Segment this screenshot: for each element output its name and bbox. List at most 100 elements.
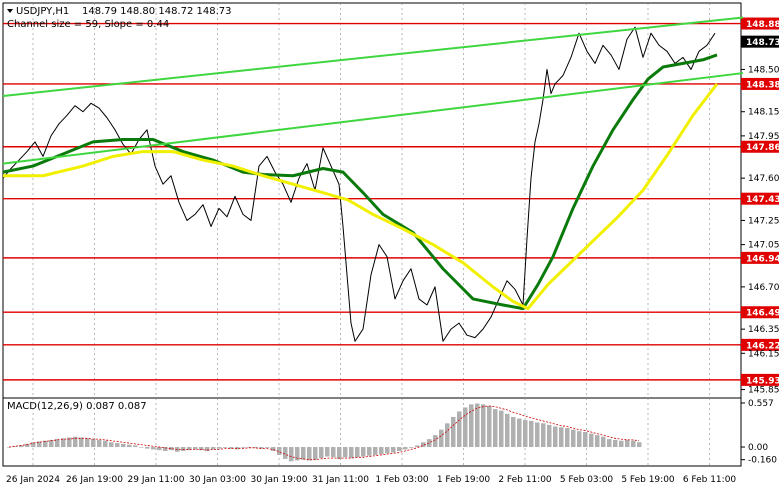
macd-bar <box>385 447 390 454</box>
macd-bar <box>289 447 294 462</box>
macd-bar <box>307 447 312 461</box>
macd-bar <box>403 447 408 450</box>
price-series <box>2 16 744 342</box>
macd-bar <box>97 439 102 448</box>
macd-bar <box>241 447 246 448</box>
macd-bar <box>553 426 558 448</box>
macd-bar <box>139 447 144 448</box>
channel-line <box>2 72 744 165</box>
level-label-box <box>741 17 779 30</box>
macd-plot-frame <box>2 397 742 467</box>
macd-bar <box>481 404 486 448</box>
level-label-box <box>741 192 779 205</box>
macd-bar <box>277 447 282 455</box>
macd-bar <box>55 439 60 448</box>
macd-bar <box>589 433 594 448</box>
macd-bar <box>343 447 348 458</box>
macd-bar <box>235 447 240 450</box>
time-tick-label: 30 Jan 19:00 <box>251 475 308 485</box>
macd-bar <box>199 447 204 451</box>
level-label: 148.88 <box>746 20 781 30</box>
macd-bar <box>43 440 48 448</box>
macd-bar <box>61 438 66 448</box>
macd-bar <box>133 445 138 448</box>
macd-bar <box>565 428 570 448</box>
time-tick-label: 6 Feb 11:00 <box>683 475 737 485</box>
macd-bar <box>247 447 252 448</box>
header-ohlc: 148.79 148.80 148.72 148.73 <box>82 6 232 17</box>
price-tick-label: 147.95 <box>748 132 780 142</box>
macd-bar <box>115 443 120 448</box>
macd-bar <box>127 444 132 448</box>
macd-bar <box>637 442 642 448</box>
macd-bar <box>397 447 402 451</box>
header-channel: Channel size = 59, Slope = 0.44 <box>7 19 169 30</box>
time-tick-label: 5 Feb 19:00 <box>621 475 675 485</box>
macd-bar <box>571 429 576 448</box>
macd-bar <box>187 447 192 451</box>
time-tick-label: 5 Feb 03:00 <box>560 475 614 485</box>
price-tick-label: 147.25 <box>748 216 780 226</box>
macd-bar <box>433 435 438 448</box>
horizontal-levels: 148.88 148.38 147.86 147.43 146.94 146.49 146.… <box>3 17 781 386</box>
time-tick-label: 29 Jan 11:00 <box>128 475 185 485</box>
price-tick-label: 146.35 <box>748 325 780 335</box>
level-label-box <box>741 373 779 386</box>
macd-bar <box>517 418 522 448</box>
price-tick-label: 146.70 <box>748 283 780 293</box>
macd-bar <box>325 447 330 457</box>
macd-bar <box>493 409 498 448</box>
level-label-box <box>741 338 779 351</box>
macd-bar <box>163 447 168 451</box>
level-label: 145.93 <box>746 376 781 386</box>
macd-bar <box>577 431 582 448</box>
macd-bar <box>523 420 528 448</box>
macd-bar <box>469 404 474 448</box>
macd-bar <box>223 447 228 448</box>
macd-bar <box>613 439 618 448</box>
macd-bar <box>337 447 342 459</box>
macd-bar <box>505 413 510 448</box>
price-tick-label: 146.15 <box>748 349 780 359</box>
macd-bar <box>151 447 156 450</box>
macd-bar <box>313 447 318 460</box>
macd-bar <box>529 420 534 448</box>
price-tick-label: 147.05 <box>748 241 780 251</box>
macd-bar <box>451 416 456 448</box>
macd-bar <box>367 447 372 456</box>
macd-bar <box>67 437 72 448</box>
time-tick-label: 1 Feb 03:00 <box>375 475 429 485</box>
macd-bar <box>73 436 78 448</box>
macd-bar <box>205 447 210 451</box>
macd-bar <box>13 446 18 448</box>
macd-bar <box>457 411 462 448</box>
time-tick-label: 26 Jan 19:00 <box>66 475 123 485</box>
time-tick-label: 2 Feb 11:00 <box>498 475 552 485</box>
price-tick-label: 148.50 <box>748 65 780 75</box>
macd-bar <box>595 435 600 448</box>
macd-bar <box>37 441 42 448</box>
macd-bar <box>475 403 480 448</box>
macd-bar <box>415 445 420 448</box>
macd-bar <box>511 416 516 448</box>
current-price-box <box>741 35 779 48</box>
macd-bar <box>331 447 336 458</box>
macd-bar <box>601 436 606 448</box>
level-label: 148.38 <box>746 80 781 90</box>
level-label: 146.49 <box>746 309 781 319</box>
macd-bar <box>547 424 552 448</box>
time-tick-label: 26 Jan 2024 <box>6 475 60 485</box>
vertical-grid <box>32 3 710 466</box>
time-axis: 26 Jan 2024 26 Jan 19:00 29 Jan 11:00 30 Ja… <box>6 475 736 485</box>
macd-bar <box>25 443 30 448</box>
dropdown-triangle-icon[interactable] <box>7 9 13 13</box>
macd-bar <box>409 447 414 448</box>
level-label-box <box>741 140 779 153</box>
macd-bar <box>79 437 84 448</box>
macd-bar <box>121 443 126 448</box>
level-label: 146.94 <box>746 254 781 264</box>
macd-bar <box>319 447 324 459</box>
macd-bar <box>625 439 630 448</box>
channel-line <box>2 16 744 98</box>
